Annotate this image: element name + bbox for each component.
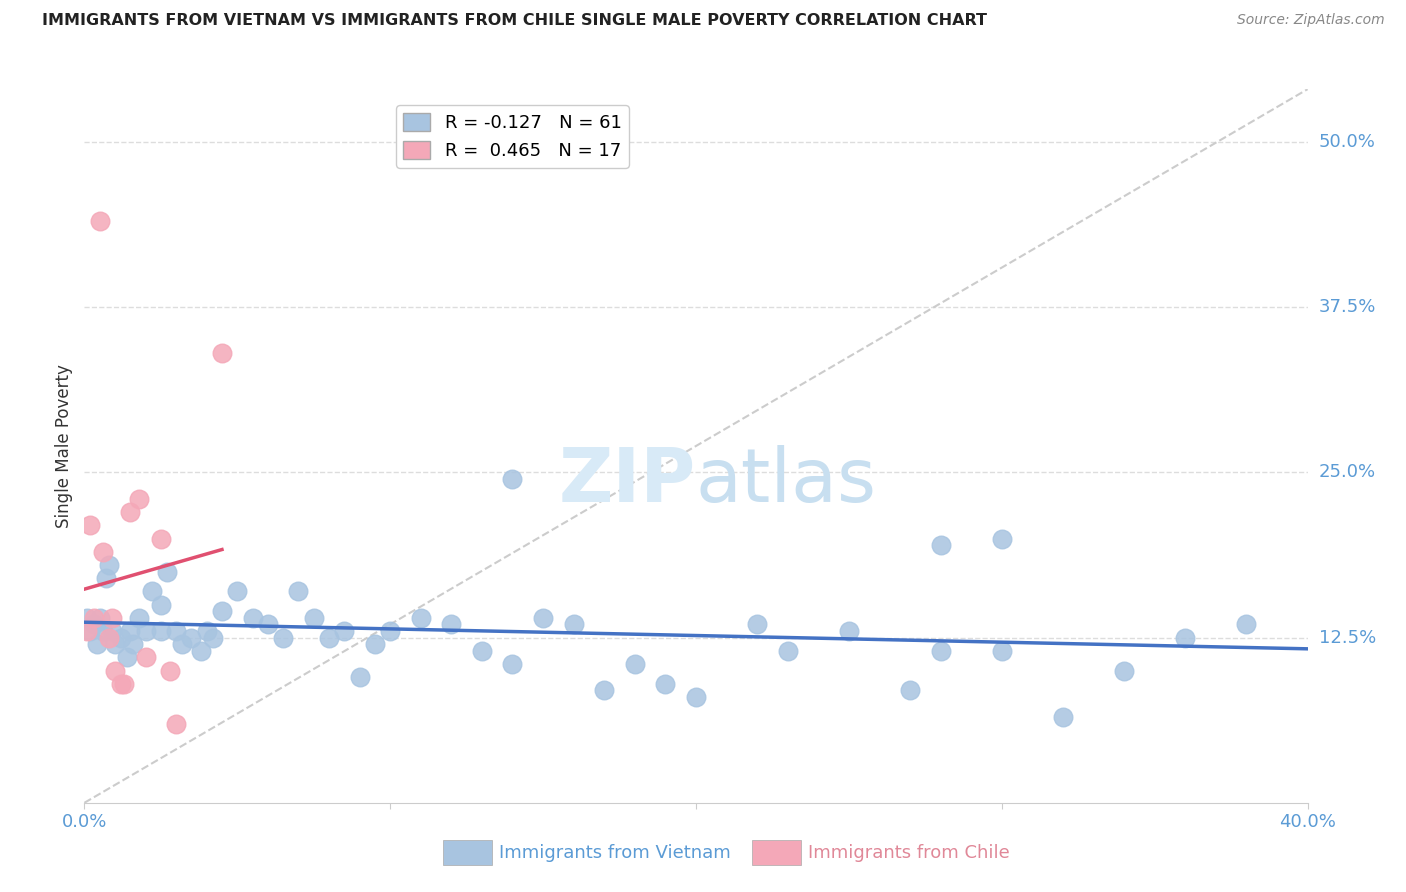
Point — [898, 683, 921, 698]
Point — [165, 716, 187, 731]
Point — [502, 657, 524, 671]
Point — [86, 637, 108, 651]
Point — [991, 644, 1014, 658]
Point — [112, 677, 135, 691]
Point — [83, 611, 105, 625]
Point — [83, 617, 105, 632]
Text: atlas: atlas — [696, 445, 877, 518]
Point — [440, 617, 463, 632]
Point — [135, 650, 157, 665]
Point — [141, 584, 163, 599]
Point — [195, 624, 218, 638]
Point — [838, 624, 860, 638]
Point — [128, 491, 150, 506]
Point — [97, 558, 120, 572]
Point — [471, 644, 494, 658]
Point — [76, 624, 98, 638]
Point — [101, 611, 124, 625]
Point — [226, 584, 249, 599]
Point — [333, 624, 356, 638]
Point — [287, 584, 309, 599]
Text: IMMIGRANTS FROM VIETNAM VS IMMIGRANTS FROM CHILE SINGLE MALE POVERTY CORRELATION: IMMIGRANTS FROM VIETNAM VS IMMIGRANTS FR… — [42, 13, 987, 29]
Text: Immigrants from Chile: Immigrants from Chile — [808, 844, 1010, 862]
Point — [318, 631, 340, 645]
Point — [159, 664, 181, 678]
Point — [1114, 664, 1136, 678]
Point — [257, 617, 280, 632]
Point — [122, 637, 145, 651]
Point — [531, 611, 554, 625]
Point — [76, 611, 98, 625]
Point — [89, 611, 111, 625]
Point — [409, 611, 432, 625]
Point — [104, 664, 127, 678]
Point — [929, 644, 952, 658]
Point — [156, 565, 179, 579]
Text: Immigrants from Vietnam: Immigrants from Vietnam — [499, 844, 731, 862]
Text: ZIP: ZIP — [558, 445, 696, 518]
Point — [624, 657, 647, 671]
Point — [149, 532, 172, 546]
Point — [120, 505, 142, 519]
Point — [502, 472, 524, 486]
Point — [104, 637, 127, 651]
Point — [190, 644, 212, 658]
Point — [101, 624, 124, 638]
Point — [91, 624, 114, 638]
Point — [349, 670, 371, 684]
Point — [593, 683, 616, 698]
Point — [654, 677, 676, 691]
Point — [172, 637, 194, 651]
Point — [79, 624, 101, 638]
Point — [364, 637, 387, 651]
Point — [1234, 617, 1257, 632]
Point — [79, 518, 101, 533]
Point — [1052, 710, 1074, 724]
Point — [562, 617, 585, 632]
Text: 25.0%: 25.0% — [1319, 464, 1376, 482]
Point — [91, 545, 114, 559]
Point — [94, 571, 117, 585]
Text: Source: ZipAtlas.com: Source: ZipAtlas.com — [1237, 13, 1385, 28]
Point — [149, 598, 172, 612]
Point — [128, 611, 150, 625]
Text: 37.5%: 37.5% — [1319, 298, 1376, 317]
Point — [110, 631, 132, 645]
Point — [302, 611, 325, 625]
Y-axis label: Single Male Poverty: Single Male Poverty — [55, 364, 73, 528]
Point — [211, 346, 233, 360]
Point — [747, 617, 769, 632]
Point — [380, 624, 402, 638]
Point — [201, 631, 224, 645]
Point — [89, 214, 111, 228]
Point — [97, 631, 120, 645]
Point — [991, 532, 1014, 546]
Point — [135, 624, 157, 638]
Point — [115, 650, 138, 665]
Text: 50.0%: 50.0% — [1319, 133, 1375, 151]
Point — [165, 624, 187, 638]
Point — [271, 631, 294, 645]
Point — [211, 604, 233, 618]
Point — [242, 611, 264, 625]
Point — [776, 644, 799, 658]
Point — [110, 677, 132, 691]
Point — [1174, 631, 1197, 645]
Point — [180, 631, 202, 645]
Point — [149, 624, 172, 638]
Legend: R = -0.127   N = 61, R =  0.465   N = 17: R = -0.127 N = 61, R = 0.465 N = 17 — [396, 105, 628, 168]
Text: 12.5%: 12.5% — [1319, 629, 1376, 647]
Point — [120, 624, 142, 638]
Point — [685, 690, 707, 704]
Point — [929, 538, 952, 552]
